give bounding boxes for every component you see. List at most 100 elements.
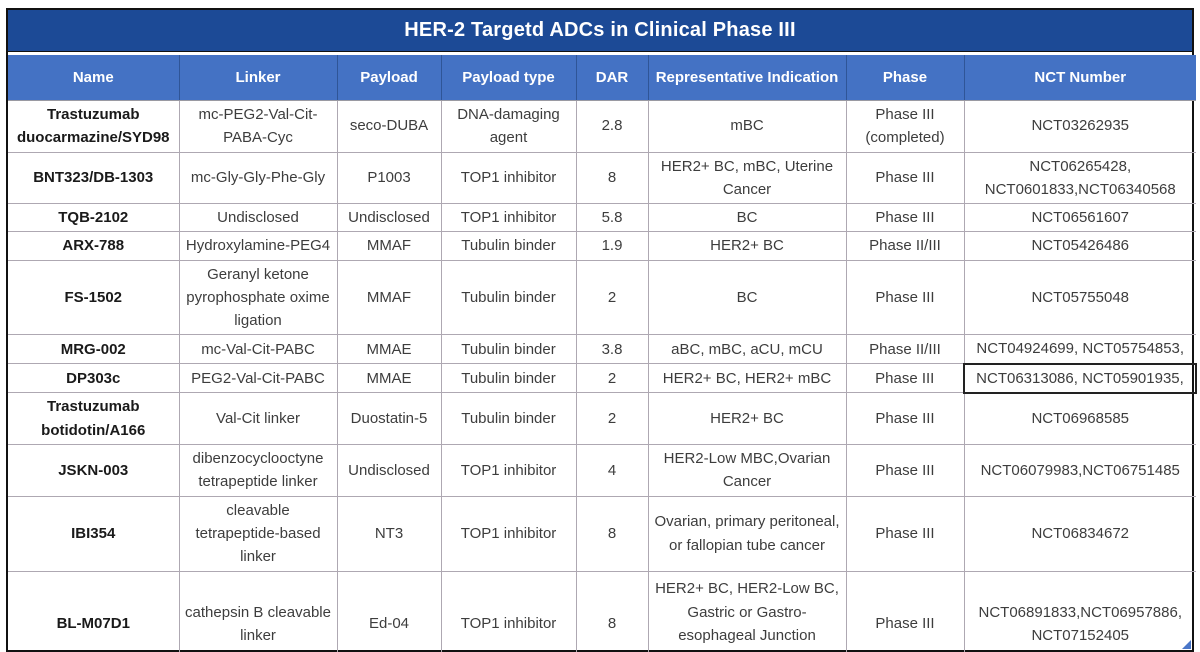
column-header-payload: Payload [336,55,442,101]
table-row: MRG-002 mc-Val-Cit-PABC MMAE Tubulin binder… [8,334,1196,364]
cell-nct: NCT06968585 [963,392,1196,445]
cell-nct: NCT06265428, NCT0601833,NCT06340568 [963,151,1196,204]
cell-linker: Undisclosed [178,202,338,233]
table-row: Trastuzumab botidotin/A166 Val-Cit linker… [8,392,1196,445]
cell-nct: NCT05755048 [963,259,1196,336]
column-header-name: Name [8,55,180,101]
cell-indication: HER2+ BC [647,392,847,445]
cell-payload_type: Tubulin binder [440,392,577,445]
cell-name: FS-1502 [8,259,180,336]
header-row: Name Linker Payload Payload type DAR Represen… [8,55,1196,101]
cell-linker: cathepsin B cleavable linker [178,570,338,652]
cell-payload_type: TOP1 inhibitor [440,202,577,233]
adc-table-sheet: HER-2 Targetd ADCs in Clinical Phase III… [6,8,1197,652]
cell-dar: 4 [575,443,649,497]
column-header-phase: Phase [845,55,965,101]
cell-dar: 2 [575,392,649,445]
cell-payload: Undisclosed [336,202,442,233]
cell-phase: Phase II/III [845,231,965,261]
cell-phase: Phase III [845,392,965,445]
cell-nct: NCT06079983,NCT06751485 [963,443,1196,497]
cell-dar: 8 [575,495,649,572]
cell-name: MRG-002 [8,334,180,364]
cell-dar: 1.9 [575,231,649,261]
cell-name: IBI354 [8,495,180,572]
cell-dar: 8 [575,151,649,204]
cell-dar: 2 [575,362,649,394]
table-title: HER-2 Targetd ADCs in Clinical Phase III [8,10,1192,52]
cell-payload: MMAF [336,259,442,336]
table-header: Name Linker Payload Payload type DAR Represen… [8,55,1196,101]
cell-nct: NCT06891833,NCT06957886, NCT07152405 [963,570,1196,652]
cell-dar: 2 [575,259,649,336]
cell-nct: NCT06561607 [963,202,1196,233]
cell-payload: Undisclosed [336,443,442,497]
cell-payload: MMAF [336,231,442,261]
cell-name: ARX-788 [8,231,180,261]
cell-nct: NCT03262935 [963,99,1196,153]
cell-indication: mBC [647,99,847,153]
cell-linker: mc-Gly-Gly-Phe-Gly [178,151,338,204]
table-row: ARX-788 Hydroxylamine-PEG4 MMAF Tubulin bin… [8,231,1196,261]
cell-payload: Ed-04 [336,570,442,652]
cell-linker: mc-PEG2-Val-Cit-PABA-Cyc [178,99,338,153]
cell-indication: HER2+ BC, HER2+ mBC [647,362,847,394]
column-header-indication: Representative Indication [647,55,847,101]
table-row: Trastuzumab duocarmazine/SYD98 mc-PEG2-Va… [8,99,1196,153]
cell-indication: aBC, mBC, aCU, mCU [647,334,847,364]
cell-phase: Phase III [845,362,965,394]
cell-linker: Geranyl ketone pyrophosphate oxime ligat… [178,259,338,336]
table-row: TQB-2102 Undisclosed Undisclosed TOP1 inhib… [8,202,1196,233]
cell-name: Trastuzumab duocarmazine/SYD98 [8,99,180,153]
cell-indication: BC [647,259,847,336]
cell-payload_type: Tubulin binder [440,362,577,394]
cell-payload_type: DNA-damaging agent [440,99,577,153]
cell-payload_type: TOP1 inhibitor [440,443,577,497]
cell-phase: Phase III [845,202,965,233]
cell-name: BL-M07D1 [8,570,180,652]
cell-payload: MMAE [336,362,442,394]
cell-payload_type: Tubulin binder [440,259,577,336]
cell-payload_type: TOP1 inhibitor [440,570,577,652]
cell-nct: NCT05426486 [963,231,1196,261]
table-resize-handle-icon [1182,640,1191,649]
cell-payload: Duostatin-5 [336,392,442,445]
cell-linker: Hydroxylamine-PEG4 [178,231,338,261]
cell-payload: NT3 [336,495,442,572]
table-row: BNT323/DB-1303 mc-Gly-Gly-Phe-Gly P1003 TOP… [8,151,1196,204]
cell-indication: HER2+ BC, mBC, Uterine Cancer [647,151,847,204]
cell-name: TQB-2102 [8,202,180,233]
table-row: BL-M07D1 cathepsin B cleavable linker Ed-0… [8,570,1196,652]
cell-phase: Phase III [845,151,965,204]
cell-name: DP303c [8,362,180,394]
cell-linker: Val-Cit linker [178,392,338,445]
adc-table: Name Linker Payload Payload type DAR Represen… [8,55,1197,652]
column-header-linker: Linker [178,55,338,101]
cell-indication: BC [647,202,847,233]
cell-dar: 3.8 [575,334,649,364]
cell-dar: 5.8 [575,202,649,233]
cell-name: BNT323/DB-1303 [8,151,180,204]
cell-indication: HER2+ BC [647,231,847,261]
cell-nct: NCT04924699, NCT05754853, [963,334,1196,364]
cell-name: JSKN-003 [8,443,180,497]
cell-payload_type: Tubulin binder [440,334,577,364]
cell-linker: dibenzocyclooctyne tetrapeptide linker [178,443,338,497]
column-header-nct: NCT Number [963,55,1196,101]
cell-dar: 8 [575,570,649,652]
cell-payload: MMAE [336,334,442,364]
column-header-dar: DAR [575,55,649,101]
table-body: Trastuzumab duocarmazine/SYD98 mc-PEG2-Va… [8,99,1197,652]
cell-payload_type: Tubulin binder [440,231,577,261]
cell-dar: 2.8 [575,99,649,153]
cell-phase: Phase III [845,495,965,572]
cell-phase: Phase III [845,570,965,652]
cell-indication: HER2+ BC, HER2-Low BC, Gastric or Gastro… [647,570,847,652]
cell-linker: cleavable tetrapeptide-based linker [178,495,338,572]
table-row: JSKN-003 dibenzocyclooctyne tetrapeptide … [8,443,1196,497]
cell-nct: NCT06834672 [963,495,1196,572]
cell-payload: P1003 [336,151,442,204]
cell-indication: Ovarian, primary peritoneal, or fallopia… [647,495,847,572]
table-row: IBI354 cleavable tetrapeptide-based linke… [8,495,1196,572]
column-header-payload_type: Payload type [440,55,577,101]
